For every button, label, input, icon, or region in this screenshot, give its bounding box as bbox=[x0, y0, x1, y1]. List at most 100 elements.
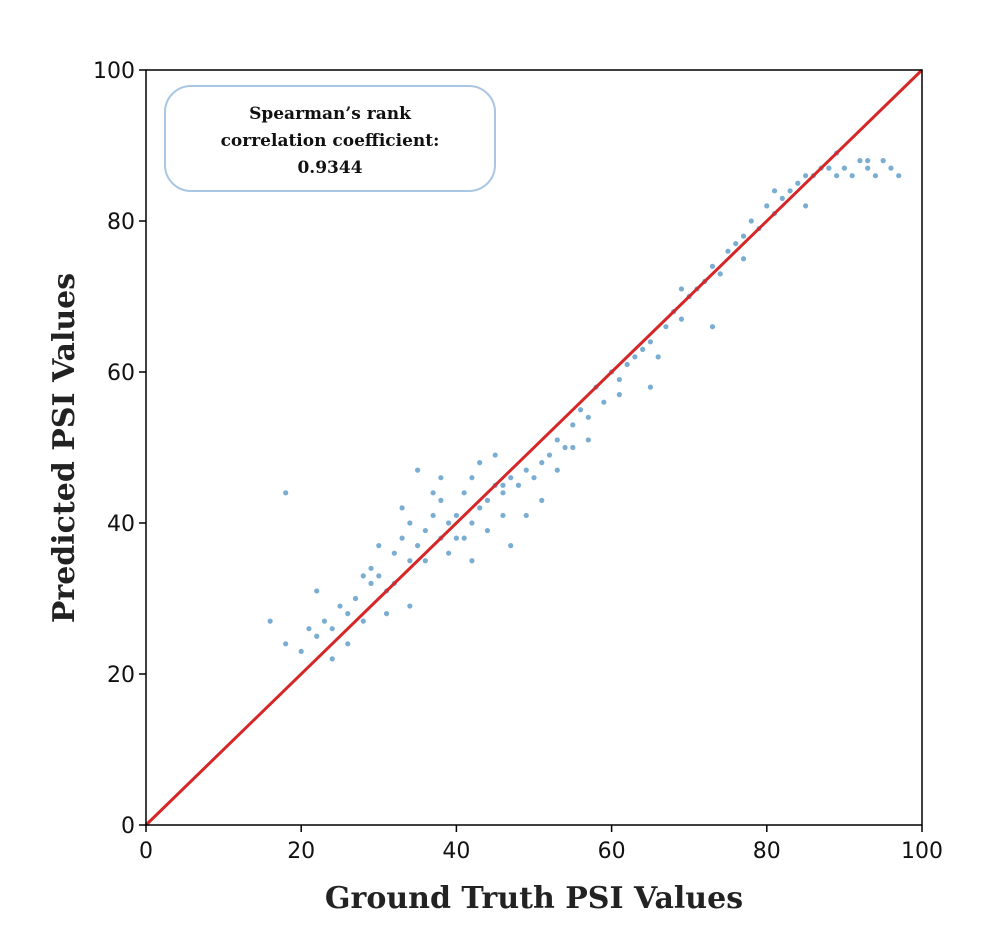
annotation-box bbox=[164, 85, 496, 192]
data-point bbox=[337, 603, 343, 609]
data-point bbox=[849, 173, 855, 179]
data-point bbox=[896, 173, 902, 179]
data-point bbox=[733, 241, 739, 247]
data-point bbox=[570, 444, 576, 451]
data-point bbox=[771, 188, 778, 194]
annotation-line-3: 0.9344 bbox=[297, 158, 362, 178]
data-point bbox=[407, 558, 413, 564]
data-point bbox=[632, 354, 638, 360]
data-point bbox=[888, 165, 894, 171]
data-point bbox=[803, 173, 809, 179]
x-tick-label: 0 bbox=[139, 839, 153, 864]
data-point bbox=[624, 361, 630, 368]
points-layer bbox=[267, 150, 902, 662]
data-point bbox=[803, 203, 809, 209]
data-point bbox=[329, 656, 335, 662]
data-point bbox=[298, 648, 304, 654]
data-point bbox=[554, 437, 560, 443]
data-point bbox=[865, 165, 871, 171]
data-point bbox=[477, 460, 483, 466]
data-point bbox=[500, 512, 506, 519]
data-point bbox=[508, 475, 514, 481]
x-tick-label: 40 bbox=[442, 839, 470, 864]
x-tick-label: 60 bbox=[598, 839, 626, 864]
data-point bbox=[283, 490, 289, 496]
data-point bbox=[446, 550, 452, 556]
data-point bbox=[415, 467, 421, 473]
data-point bbox=[779, 195, 785, 201]
data-point bbox=[438, 497, 444, 503]
data-point bbox=[500, 490, 506, 496]
data-point bbox=[764, 203, 770, 209]
data-point bbox=[857, 158, 863, 164]
data-point bbox=[709, 263, 716, 269]
data-point bbox=[725, 248, 731, 254]
data-point bbox=[453, 535, 459, 541]
data-point bbox=[787, 188, 793, 194]
data-point bbox=[399, 505, 405, 511]
data-point bbox=[647, 384, 654, 390]
data-point bbox=[492, 452, 498, 458]
data-point bbox=[484, 527, 491, 534]
data-point bbox=[562, 444, 568, 451]
data-point bbox=[717, 271, 723, 277]
data-point bbox=[826, 165, 832, 171]
data-point bbox=[407, 520, 413, 526]
data-point bbox=[523, 467, 529, 473]
data-point bbox=[469, 520, 475, 526]
data-point bbox=[415, 543, 421, 549]
data-point bbox=[508, 543, 514, 549]
data-point bbox=[430, 512, 436, 519]
data-point bbox=[477, 505, 483, 511]
data-point bbox=[577, 407, 584, 413]
data-point bbox=[345, 641, 351, 647]
data-point bbox=[484, 497, 491, 503]
data-point bbox=[570, 422, 576, 428]
identity-line bbox=[144, 68, 924, 827]
data-point bbox=[872, 173, 879, 179]
x-tick-label: 80 bbox=[753, 839, 781, 864]
data-point bbox=[663, 324, 669, 330]
y-axis-title: Predicted PSI Values bbox=[47, 273, 82, 623]
data-point bbox=[329, 626, 335, 632]
data-point bbox=[314, 633, 320, 639]
data-point bbox=[368, 580, 374, 587]
data-point bbox=[267, 618, 273, 624]
data-point bbox=[461, 535, 467, 541]
data-point bbox=[539, 460, 545, 466]
data-point bbox=[352, 595, 359, 602]
x-tick-label: 20 bbox=[287, 839, 315, 864]
data-point bbox=[422, 527, 428, 534]
data-point bbox=[383, 611, 390, 617]
data-point bbox=[539, 497, 545, 503]
data-point bbox=[554, 467, 560, 473]
data-point bbox=[678, 286, 685, 292]
data-point bbox=[391, 550, 397, 556]
data-point bbox=[283, 641, 289, 647]
y-tick-label: 0 bbox=[121, 814, 135, 839]
correlation-annotation: Spearman’s rank correlation coefficient:… bbox=[164, 85, 496, 192]
data-point bbox=[376, 543, 382, 549]
data-point bbox=[306, 626, 312, 632]
data-point bbox=[616, 392, 622, 398]
data-point bbox=[640, 346, 646, 352]
data-point bbox=[453, 512, 459, 519]
y-tick-label: 40 bbox=[107, 512, 135, 537]
data-point bbox=[678, 316, 685, 322]
x-axis-title: Ground Truth PSI Values bbox=[325, 881, 743, 916]
data-point bbox=[500, 482, 506, 488]
data-point bbox=[748, 218, 754, 224]
data-point bbox=[407, 603, 413, 609]
data-point bbox=[321, 618, 328, 624]
data-point bbox=[422, 558, 428, 564]
data-point bbox=[461, 490, 467, 496]
data-point bbox=[314, 588, 320, 594]
data-point bbox=[531, 475, 537, 481]
y-tick-label: 20 bbox=[107, 663, 135, 688]
data-point bbox=[841, 165, 848, 171]
data-point bbox=[865, 158, 871, 164]
data-point bbox=[469, 558, 475, 564]
data-point bbox=[523, 512, 529, 519]
data-point bbox=[430, 490, 436, 496]
annotation-line-1: Spearman’s rank bbox=[249, 104, 412, 124]
